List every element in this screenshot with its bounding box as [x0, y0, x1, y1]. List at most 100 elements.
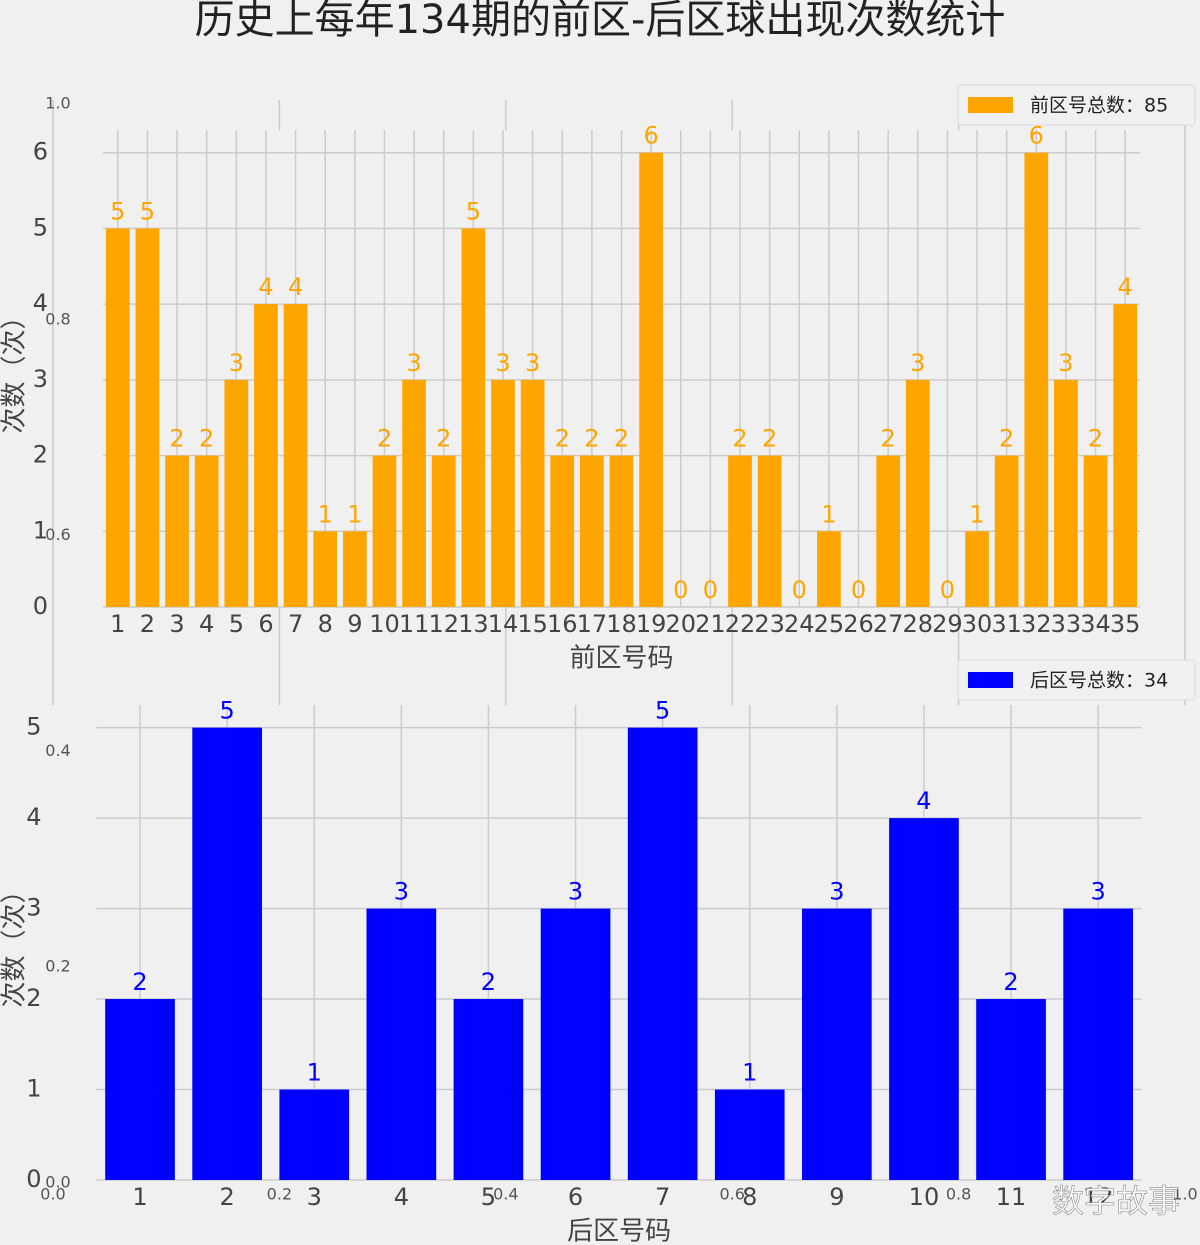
bar	[453, 999, 524, 1180]
bar	[194, 455, 219, 607]
watermark: 数字故事	[1052, 1182, 1180, 1220]
y-tick-label: 2	[33, 441, 48, 469]
x-tick-label: 6	[258, 610, 273, 638]
ghost-y-tick-label: 1.0	[45, 94, 70, 113]
bar	[976, 999, 1046, 1180]
bar-value-label: 4	[916, 787, 931, 815]
y-tick-label: 3	[33, 365, 48, 393]
bar-value-label: 1	[969, 500, 984, 528]
x-axis-label: 后区号码	[567, 1217, 671, 1245]
bar-value-label: 2	[377, 425, 392, 453]
x-tick-label: 20	[665, 610, 696, 638]
x-tick-label: 10	[369, 610, 400, 638]
x-tick-label: 4	[199, 610, 214, 638]
x-tick-label: 31	[991, 610, 1022, 638]
bar-value-label: 0	[673, 576, 688, 604]
bar	[224, 379, 249, 607]
bar-value-label: 2	[132, 968, 147, 996]
bar-value-label: 6	[1029, 122, 1044, 150]
bar	[520, 379, 545, 607]
y-tick-label: 5	[33, 213, 48, 241]
bar	[994, 455, 1019, 607]
x-tick-label: 7	[655, 1183, 670, 1211]
bar-value-label: 2	[732, 425, 747, 453]
bar-value-label: 2	[1088, 425, 1103, 453]
bar-value-label: 3	[910, 349, 925, 377]
bar	[165, 455, 189, 607]
bar	[491, 379, 515, 607]
bar	[1063, 908, 1133, 1180]
x-tick-label: 33	[1051, 610, 1082, 638]
bar	[876, 455, 901, 607]
x-tick-label: 8	[742, 1183, 757, 1211]
x-tick-label: 11	[399, 610, 430, 638]
y-tick-label: 5	[26, 713, 41, 741]
x-tick-label: 11	[996, 1183, 1027, 1211]
bar	[627, 727, 698, 1180]
bar-value-label: 3	[1091, 878, 1106, 906]
x-tick-label: 5	[229, 610, 244, 638]
bar	[802, 908, 872, 1180]
bar	[728, 455, 752, 607]
bar	[965, 531, 989, 607]
ghost-x-tick-label: 0.8	[946, 1185, 971, 1204]
y-tick-label: 0	[26, 1165, 41, 1193]
bar-value-label: 3	[229, 349, 244, 377]
x-tick-label: 9	[829, 1183, 844, 1211]
bar-value-label: 2	[436, 425, 451, 453]
bar	[431, 455, 456, 607]
bar-value-label: 5	[655, 697, 670, 725]
x-tick-label: 15	[517, 610, 548, 638]
y-tick-label: 4	[33, 289, 48, 317]
bar-value-label: 1	[318, 500, 333, 528]
x-tick-label: 6	[568, 1183, 583, 1211]
bar-value-label: 4	[288, 273, 303, 301]
bar-value-label: 5	[140, 197, 155, 225]
bar-value-label: 1	[347, 500, 362, 528]
y-axis-label: 次数（次）	[0, 303, 30, 433]
bar-value-label: 5	[220, 697, 235, 725]
bar	[283, 304, 308, 607]
ghost-x-tick-label: 0.6	[719, 1185, 744, 1204]
bar-value-label: 3	[525, 349, 540, 377]
bar	[372, 455, 397, 607]
ghost-x-tick-label: 0.4	[493, 1185, 518, 1204]
bar-value-label: 0	[792, 576, 807, 604]
legend-label: 前区号总数：85	[1030, 95, 1168, 117]
bar	[817, 531, 841, 607]
bar-value-label: 3	[495, 349, 510, 377]
bar	[1024, 152, 1049, 607]
legend-swatch	[968, 672, 1013, 688]
bar	[550, 455, 575, 607]
bar-value-label: 0	[851, 576, 866, 604]
x-tick-label: 3	[169, 610, 184, 638]
x-tick-label: 1	[110, 610, 125, 638]
bar	[714, 1089, 785, 1180]
bar-value-label: 2	[762, 425, 777, 453]
bar-value-label: 2	[881, 425, 896, 453]
bar	[192, 727, 262, 1180]
bar-value-label: 0	[940, 576, 955, 604]
y-tick-label: 1	[26, 1075, 41, 1103]
bar-value-label: 3	[829, 878, 844, 906]
x-tick-label: 5	[481, 1183, 496, 1211]
y-tick-label: 2	[26, 984, 41, 1012]
x-tick-label: 29	[932, 610, 963, 638]
bar-value-label: 2	[999, 425, 1014, 453]
x-tick-label: 8	[318, 610, 333, 638]
ghost-y-tick-label: 0.6	[45, 525, 70, 544]
bar	[540, 908, 611, 1180]
ghost-y-tick-label: 0.2	[45, 957, 70, 976]
x-tick-label: 3	[307, 1183, 322, 1211]
x-tick-label: 4	[394, 1183, 409, 1211]
bar	[889, 818, 959, 1180]
x-tick-label: 22	[725, 610, 756, 638]
x-tick-label: 13	[458, 610, 489, 638]
x-tick-label: 19	[636, 610, 667, 638]
bar-value-label: 2	[614, 425, 629, 453]
bar	[1054, 379, 1078, 607]
legend-box	[957, 659, 1196, 701]
x-tick-label: 24	[784, 610, 815, 638]
bar-value-label: 0	[703, 576, 718, 604]
bar-value-label: 1	[742, 1059, 757, 1087]
